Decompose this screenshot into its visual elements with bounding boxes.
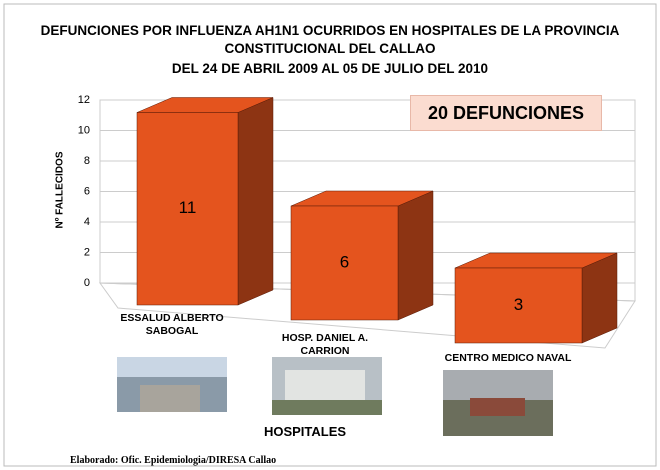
bar [454,267,583,344]
x-tick-label: CENTRO MEDICO NAVAL [444,352,572,364]
chart-title: DEFUNCIONES POR INFLUENZA AH1N1 OCURRIDO… [40,23,620,56]
annotation: 20 DEFUNCIONES [410,95,602,131]
bar-side [397,190,434,321]
data-label: 6 [340,252,349,271]
y-tick-label: 12 [78,94,90,106]
photo-road [140,385,200,412]
y-tick-label: 10 [78,124,90,136]
photos [117,357,553,436]
frame [3,3,657,467]
photo-street [272,400,382,415]
x-tick-label: ESSALUD ALBERTO SABOGAL [120,312,224,337]
photo-sky [443,370,553,400]
data-label: 11 [179,198,197,217]
y-tick-label: 8 [84,155,90,167]
y-tick-label: 0 [84,277,90,289]
x-tick-label: HOSP. DANIEL A. CARRION [281,332,369,357]
data-label: 3 [514,295,523,314]
bar [290,205,399,321]
photo-sky [117,357,227,377]
y-tick-label: 6 [84,185,90,197]
x-axis-label: HOSPITALES [263,424,347,439]
y-tick-label: 2 [84,246,90,258]
bar [136,112,239,306]
y-tick-label: 4 [84,216,90,228]
photo-building [470,398,525,416]
photo-building [285,370,365,400]
footer: Elaborado: Ofic. Epidemiologia/DIRESA Ca… [70,455,277,466]
bar-side [237,97,274,306]
bar-side [581,252,618,344]
y-axis-label: Nº FALLECIDOS [55,151,66,228]
chart-subtitle: DEL 24 DE ABRIL 2009 AL 05 DE JULIO DEL … [171,61,489,76]
